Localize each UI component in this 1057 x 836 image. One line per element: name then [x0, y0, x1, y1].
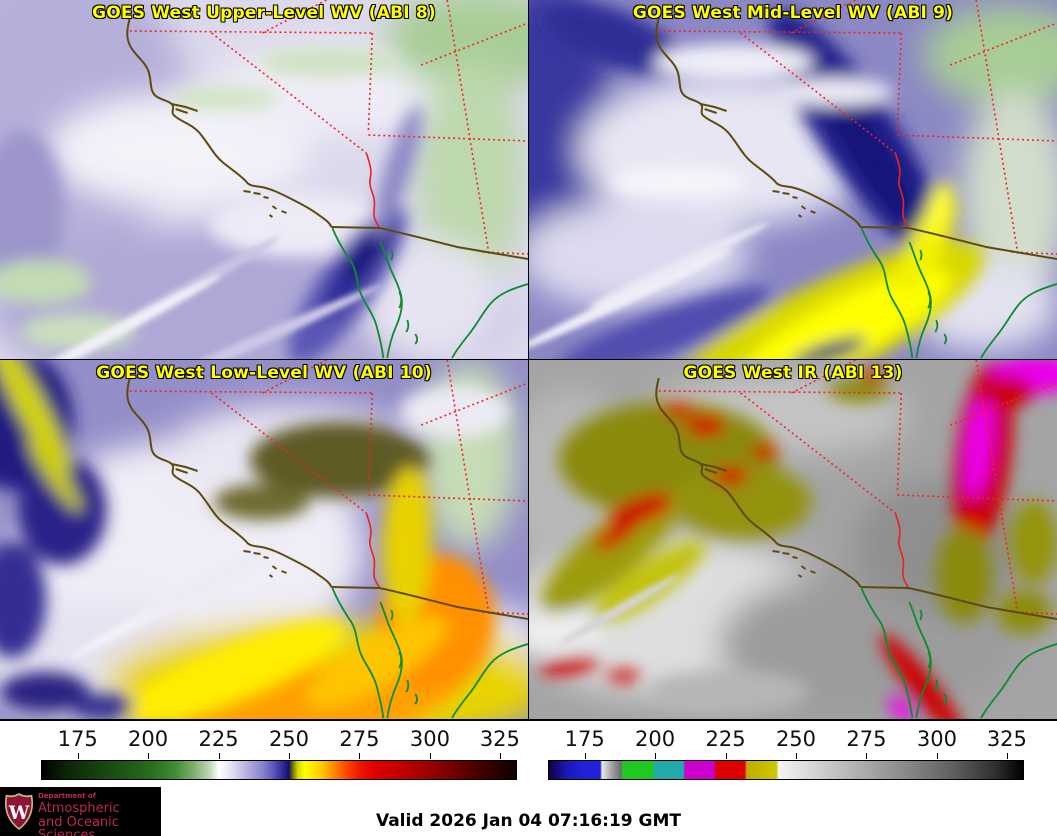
panel-title-abi8: GOES West Upper-Level WV (ABI 8) [92, 3, 436, 23]
tick-label: 275 [339, 727, 380, 751]
uw-aos-logo: W Department of Atmospheric and Oceanic … [0, 787, 161, 836]
ir-colorbar-ticks: 175 200 225 250 275 300 325 [548, 727, 1027, 753]
wv-colorbar-gradient [41, 760, 517, 780]
logo-line1: Atmospheric [38, 801, 120, 816]
panel-abi8: GOES West Upper-Level WV (ABI 8) [0, 0, 528, 359]
logo-dept-of: Department of [38, 792, 96, 800]
tick-label: 250 [268, 727, 310, 751]
satellite-image-abi8 [0, 0, 528, 359]
logo-line2: and Oceanic Sciences [38, 815, 119, 836]
tick-label: 250 [775, 727, 817, 751]
tick-label: 200 [128, 727, 169, 751]
tick-label: 325 [986, 727, 1027, 751]
tick-label: 200 [635, 727, 676, 751]
colorbar-zone: 175 200 225 250 275 300 325 175 200 225 … [0, 722, 1057, 786]
satellite-image-abi9 [529, 0, 1057, 359]
satellite-image-abi10 [0, 360, 528, 719]
tick-label: 225 [705, 727, 746, 751]
logo-text: Department of Atmospheric and Oceanic Sc… [38, 793, 161, 836]
crest-letter: W [8, 803, 30, 824]
panel-abi9: GOES West Mid-Level WV (ABI 9) [529, 0, 1057, 359]
tick-label: 225 [198, 727, 239, 751]
tick-label: 300 [409, 727, 450, 751]
tick-label: 175 [57, 727, 98, 751]
ir-colorbar: 175 200 225 250 275 300 325 [548, 722, 1027, 780]
tick-label: 175 [564, 727, 605, 751]
panel-abi10: GOES West Low-Level WV (ABI 10) [0, 360, 528, 719]
ir-colorbar-gradient [548, 760, 1024, 780]
satellite-image-abi13 [529, 360, 1057, 719]
tick-label: 275 [846, 727, 887, 751]
tick-label: 300 [916, 727, 957, 751]
wv-colorbar-tickmarks [41, 753, 517, 760]
wv-colorbar: 175 200 225 250 275 300 325 [41, 722, 520, 780]
uw-crest-icon: W [4, 793, 34, 831]
panel-title-abi10: GOES West Low-Level WV (ABI 10) [96, 363, 432, 383]
wv-colorbar-ticks: 175 200 225 250 275 300 325 [41, 727, 520, 753]
panel-abi13: GOES West IR (ABI 13) [529, 360, 1057, 719]
panel-grid: GOES West Upper-Level WV (ABI 8) [0, 0, 1057, 721]
panel-title-abi13: GOES West IR (ABI 13) [683, 363, 903, 383]
tick-label: 325 [479, 727, 520, 751]
ir-colorbar-tickmarks [548, 753, 1024, 760]
valid-timestamp: Valid 2026 Jan 04 07:16:19 GMT [375, 811, 682, 831]
panel-title-abi9: GOES West Mid-Level WV (ABI 9) [632, 3, 954, 23]
